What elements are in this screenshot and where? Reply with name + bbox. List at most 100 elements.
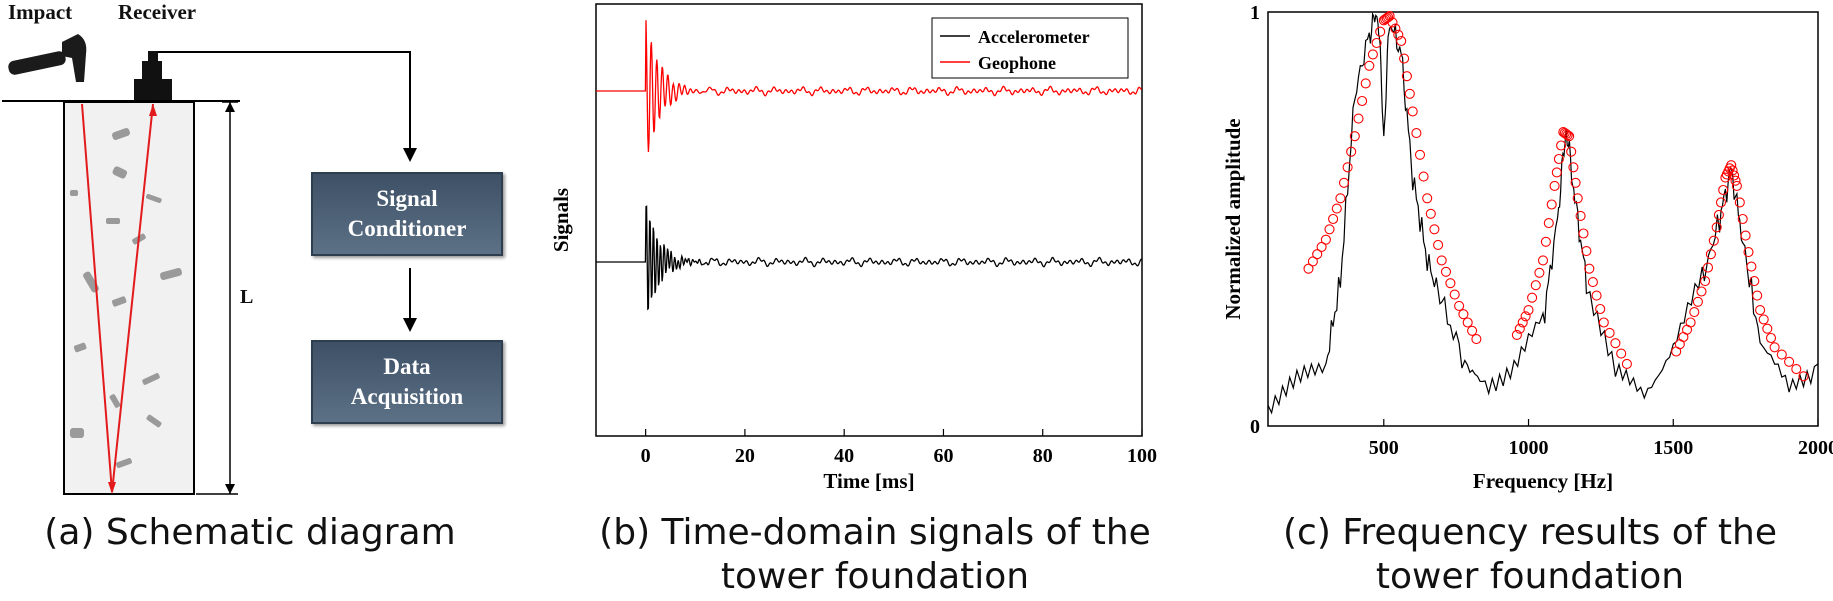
fit-marker [1755,305,1766,316]
fit-marker [1556,140,1567,151]
fit-marker [1324,224,1335,235]
fit-marker [1440,266,1452,277]
fit-marker [1616,348,1627,359]
fit-marker [1393,29,1404,40]
frequency-chart: 500 1000 1500 2000 0 1 Frequency [Hz] Normali… [1221,2,1833,493]
fit-marker [1520,311,1531,322]
fit-marker [1685,317,1696,328]
fit-marker [1598,317,1609,328]
fit-marker [1414,149,1426,160]
fit-marker [1312,249,1323,260]
fit-series-markers [1303,11,1809,382]
fit-marker [1527,292,1538,303]
data-acquisition-box: Data Acquisition [311,340,503,424]
fit-marker [1349,131,1360,142]
caption-a: (a) Schematic diagram [44,512,456,553]
measured-series-line [1267,11,1819,415]
legend-accelerometer-label: Accelerometer [978,27,1090,47]
fit-marker [1726,160,1737,171]
accelerometer-series-line [596,205,1142,311]
fit-marker [1621,358,1632,369]
y-tick-label: 0 [1250,416,1260,438]
receiver-cable [158,51,411,152]
receiver-icon [134,51,172,100]
cable-arrowhead [403,148,417,162]
legend-geophone-label: Geophone [978,53,1056,73]
caption-b-line1: (b) Time-domain signals of the [599,512,1151,553]
signal-conditioner-line1: Signal [376,186,438,211]
signal-conditioner-box: Signal Conditioner [311,172,503,256]
fit-marker [1407,106,1418,117]
y-axis-label-c: Normalized amplitude [1221,118,1245,319]
fit-marker [1401,71,1412,82]
down-arrowhead [108,482,116,494]
fit-marker [1467,325,1478,336]
aggregates [70,128,182,468]
fit-marker [1591,290,1602,301]
x-tick-label: 0 [641,445,651,467]
fit-marker [1689,307,1700,318]
fit-marker [1564,131,1575,142]
fit-marker [1357,95,1368,107]
signal-conditioner-line2: Conditioner [347,216,467,241]
fit-marker [1338,177,1350,188]
fit-marker [1411,128,1422,139]
fit-marker [1791,364,1802,375]
fit-marker [1530,280,1541,291]
caption-c-line2: tower foundation [1375,556,1685,597]
y-axis-label-b: Signals [549,188,573,252]
fit-marker [1390,23,1401,34]
fit-marker [1360,78,1371,89]
fit-marker [1731,180,1742,191]
fit-marker [1730,175,1741,186]
caption-b-line2: tower foundation [720,556,1030,597]
fit-marker [1353,113,1364,124]
x-tick-label: 1500 [1653,437,1693,459]
fit-marker [1553,153,1564,165]
fit-marker [1561,129,1572,140]
fit-marker [1610,338,1621,349]
fit-marker [1769,342,1780,353]
fit-marker [1562,130,1573,141]
fit-marker [1708,235,1719,246]
fit-marker [1752,290,1763,301]
fit-marker [1523,305,1534,316]
wave-rays [81,103,154,493]
fit-marker [1303,263,1314,274]
y-tick-label: 1 [1250,2,1260,24]
fit-marker [1572,193,1583,204]
fit-marker [1375,26,1386,37]
fit-marker [1713,209,1724,220]
fit-marker [1511,329,1522,340]
x-tick-label: 40 [834,445,854,467]
fit-marker [1433,239,1444,250]
fit-marker [1765,332,1777,344]
fit-marker [1462,317,1473,328]
fit-marker [1307,256,1318,267]
fit-marker [1534,267,1545,278]
fit-marker [1587,277,1598,288]
fit-marker [1727,165,1738,176]
fit-marker [1458,309,1469,320]
fit-marker [1718,184,1729,196]
fit-marker [1581,246,1592,257]
fit-marker [1758,314,1769,325]
fit-marker [1384,11,1395,22]
fit-marker [1404,88,1415,99]
length-label: L [240,286,254,308]
fit-marker [1776,349,1787,360]
fit-marker [1575,210,1586,221]
fit-marker [1422,193,1433,204]
plot-area-c [1267,11,1819,427]
fit-marker [1746,261,1757,272]
fit-marker [1328,213,1339,225]
foundation-body [63,101,195,495]
fit-marker [1335,193,1346,204]
schematic-svg [2,34,417,495]
fit-marker [1578,228,1589,239]
fit-marker [1418,171,1429,182]
fit-marker [1342,162,1353,173]
fit-marker [1762,323,1773,334]
x-ticks-b: 0 20 40 60 80 100 [641,429,1157,467]
x-tick-label: 1000 [1509,437,1549,459]
